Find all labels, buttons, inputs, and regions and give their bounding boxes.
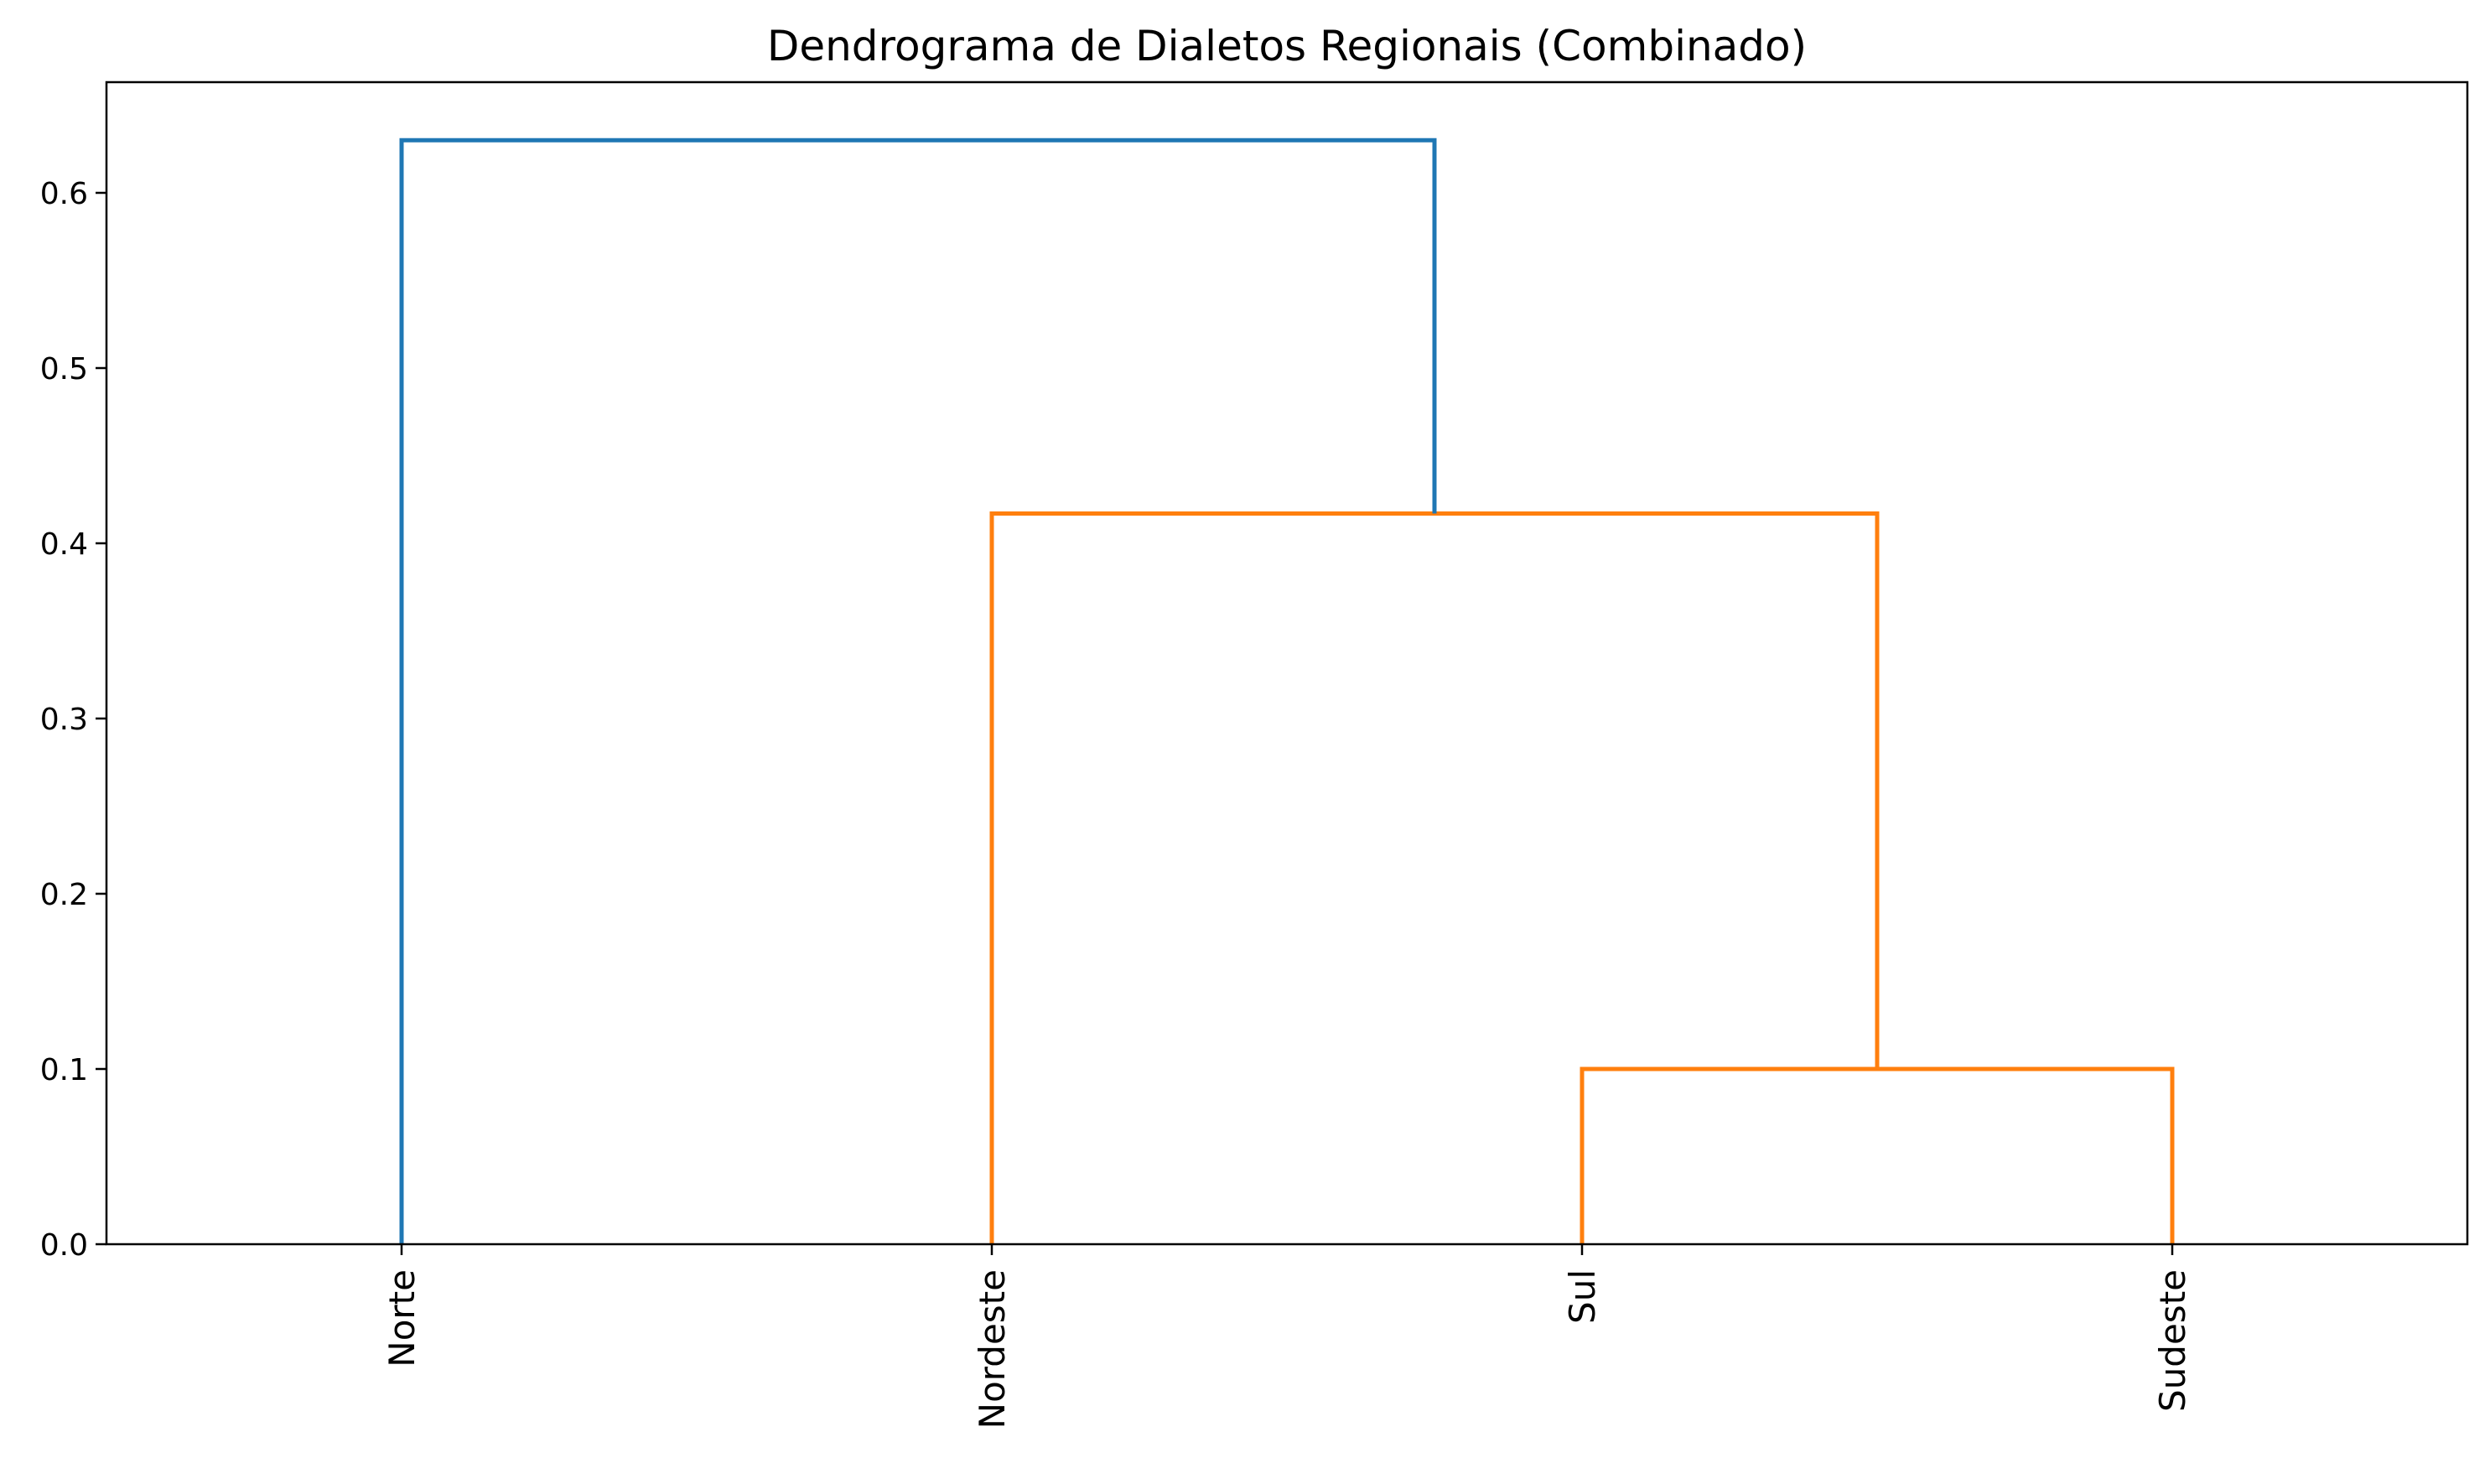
y-tick-label: 0.2 <box>40 878 88 912</box>
dendrogram-link <box>989 511 1880 1244</box>
y-tick-label: 0.0 <box>40 1228 88 1263</box>
y-tick-label: 0.1 <box>40 1053 88 1087</box>
dendrogram-links <box>399 138 2175 1244</box>
leaf-label: Nordeste <box>972 1269 1013 1429</box>
plot-area-frame <box>105 80 2469 1246</box>
x-axis: Norte Nordeste Sul Sudeste <box>381 1244 2193 1429</box>
y-tick-label: 0.3 <box>40 703 88 737</box>
dendrogram-link <box>399 138 1437 1244</box>
leaf-label: Sudeste <box>2152 1269 2193 1412</box>
y-tick-label: 0.5 <box>40 352 88 387</box>
leaf-label: Norte <box>381 1269 423 1367</box>
chart-title: Dendrograma de Dialetos Regionais (Combi… <box>767 22 1807 70</box>
y-axis: 0.0 0.1 0.2 0.3 0.4 0.5 0.6 <box>40 177 106 1263</box>
y-tick-label: 0.4 <box>40 527 88 562</box>
leaf-label: Sul <box>1562 1269 1603 1324</box>
y-tick-label: 0.6 <box>40 177 88 211</box>
dendrogram-link <box>1580 1066 2175 1244</box>
